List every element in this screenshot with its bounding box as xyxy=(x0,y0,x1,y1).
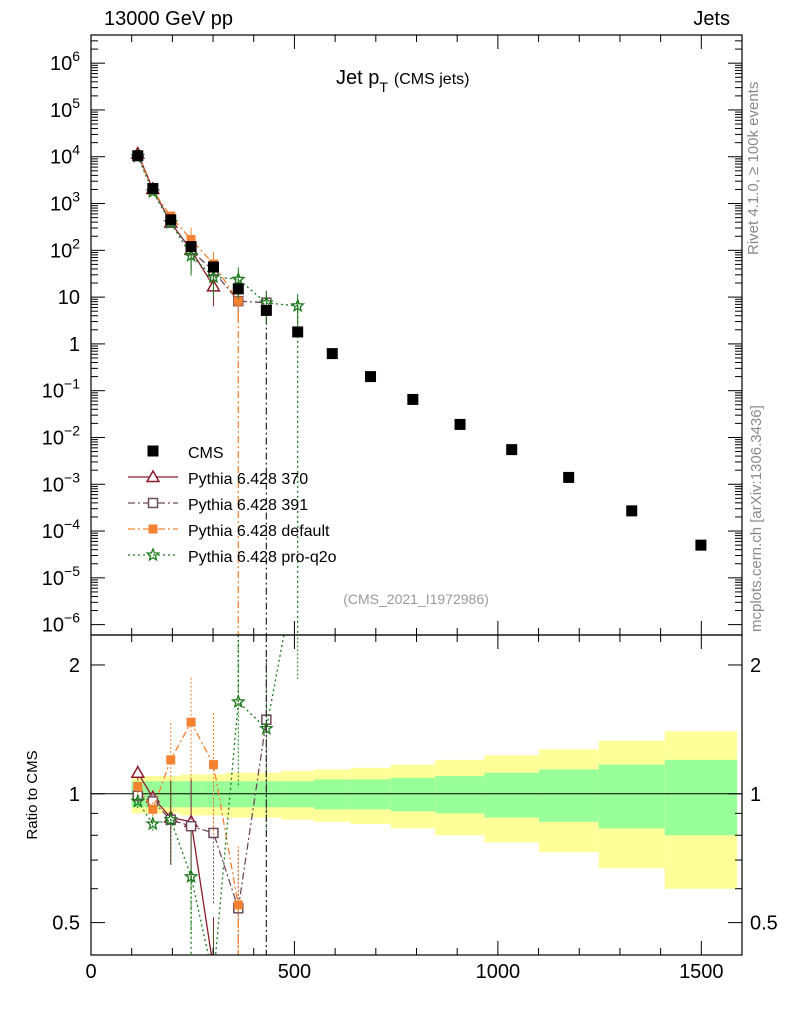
legend-label-p370: Pythia 6.428 370 xyxy=(188,471,308,488)
x-tick-label: 500 xyxy=(278,961,311,983)
ratio-point-p391 xyxy=(208,827,219,839)
ratio-band-inner xyxy=(664,759,738,836)
y-tick-label: 10−6 xyxy=(42,610,80,637)
analysis-tag: (CMS_2021_I1972986) xyxy=(343,591,489,607)
data-point-pq2o xyxy=(290,298,306,313)
data-point-cms xyxy=(563,471,575,483)
legend-label-cms: CMS xyxy=(188,445,224,462)
y-tick-label: 105 xyxy=(50,95,80,122)
ratio-y-axis-label: Ratio to CMS xyxy=(24,750,41,839)
main-panel-frame xyxy=(90,34,743,636)
data-point-pdef xyxy=(186,235,196,245)
ratio-point-pdef xyxy=(166,755,176,765)
series-line-p391 xyxy=(137,155,267,304)
y-tick-label: 1 xyxy=(69,334,80,356)
ratio-band-inner xyxy=(538,769,599,822)
data-point-cms xyxy=(260,304,272,316)
header-right: Jets xyxy=(693,8,730,30)
ratio-y-tick-label-right: 2 xyxy=(750,655,761,677)
x-tick-label: 1500 xyxy=(679,961,724,983)
data-point-cms xyxy=(185,241,197,253)
ratio-band-inner xyxy=(313,779,351,810)
data-point-cms xyxy=(626,505,638,517)
y-tick-label: 10−3 xyxy=(42,469,80,496)
data-point-pq2o xyxy=(183,247,199,262)
legend-marker-pdef xyxy=(148,524,158,534)
mcplots-credit-label: mcplots.cern.ch [arXiv:1306.3436] xyxy=(748,405,765,632)
legend-label-pq2o: Pythia 6.428 pro-q2o xyxy=(188,549,337,566)
data-point-cms xyxy=(454,418,466,430)
y-tick-label: 10−5 xyxy=(42,563,80,590)
ratio-y-tick-label: 0.5 xyxy=(52,913,80,935)
data-point-cms xyxy=(506,444,518,456)
ratio-y-tick-label-right: 0.5 xyxy=(750,913,778,935)
data-point-pdef xyxy=(233,296,243,306)
data-point-cms xyxy=(695,539,707,551)
data-point-pq2o xyxy=(206,269,221,284)
y-tick-label: 102 xyxy=(50,235,80,262)
data-point-cms xyxy=(232,283,244,295)
ratio-y-tick-label-right: 1 xyxy=(750,784,761,806)
ratio-point-pdef xyxy=(133,781,143,791)
y-tick-label: 104 xyxy=(50,142,80,169)
x-tick-label: 0 xyxy=(85,961,96,983)
ratio-point-pq2o xyxy=(130,793,146,808)
data-point-cms xyxy=(207,261,219,273)
ratio-point-p370 xyxy=(207,963,219,974)
legend-label-pdef: Pythia 6.428 default xyxy=(188,523,330,540)
y-tick-label: 10 xyxy=(58,287,80,309)
ratio-point-pdef xyxy=(148,804,158,814)
data-point-cms xyxy=(326,348,338,360)
y-tick-label: 10−4 xyxy=(42,516,80,543)
legend-marker-p391 xyxy=(147,497,159,509)
legend-label-p391: Pythia 6.428 391 xyxy=(188,497,308,514)
data-point-cms xyxy=(132,150,144,162)
rivet-version-label: Rivet 4.1.0, ≥ 100k events xyxy=(745,81,762,255)
ratio-point-p370 xyxy=(130,765,146,778)
series-line-pq2o xyxy=(137,156,298,307)
data-point-cms xyxy=(292,326,304,338)
chart-title: Jet pT (CMS jets) xyxy=(336,67,469,95)
data-point-cms xyxy=(407,393,419,405)
ratio-point-pq2o xyxy=(183,868,199,884)
y-tick-label: 106 xyxy=(50,48,80,75)
y-tick-label: 10−2 xyxy=(42,422,80,449)
ratio-y-tick-label: 1 xyxy=(69,784,80,806)
ratio-band-inner xyxy=(350,779,391,810)
data-point-pq2o xyxy=(230,271,246,286)
legend-marker-pq2o xyxy=(145,547,161,562)
x-tick-label: 1000 xyxy=(476,961,521,983)
ratio-point-p391 xyxy=(185,820,197,832)
ratio-y-tick-label: 2 xyxy=(69,655,80,677)
ratio-band-inner xyxy=(598,764,665,829)
ratio-point-pq2o xyxy=(145,816,161,831)
ratio-band-inner xyxy=(484,772,539,818)
legend-marker-p370 xyxy=(145,469,161,483)
ratio-band-inner xyxy=(435,776,485,814)
ratio-band-inner xyxy=(390,777,436,812)
ratio-line-pdef xyxy=(137,720,239,906)
series-line-pdef xyxy=(137,154,239,302)
ratio-point-pq2o xyxy=(208,973,219,984)
y-tick-label: 10−1 xyxy=(42,376,80,403)
y-tick-label: 103 xyxy=(50,189,80,216)
data-point-cms xyxy=(365,371,377,383)
ratio-point-pdef xyxy=(208,760,218,770)
ratio-line-pq2o xyxy=(137,635,285,955)
header-left: 13000 GeV pp xyxy=(104,8,233,30)
data-point-cms xyxy=(147,182,159,194)
ratio-point-pdef xyxy=(186,717,196,727)
legend-marker-cms xyxy=(147,445,159,457)
ratio-point-pq2o xyxy=(230,694,246,709)
ratio-point-pq2o xyxy=(163,811,179,826)
data-point-cms xyxy=(165,214,177,226)
